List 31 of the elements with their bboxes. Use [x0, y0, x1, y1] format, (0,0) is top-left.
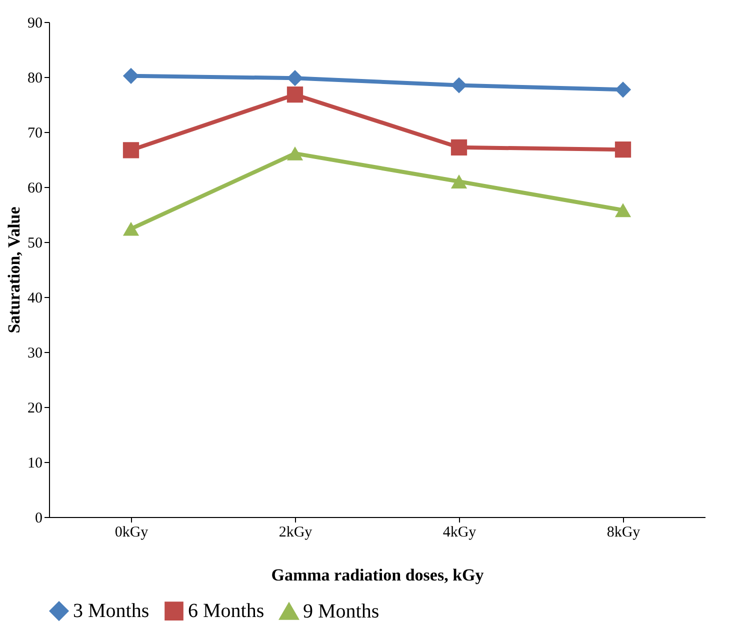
point — [450, 174, 468, 188]
y-tick-label: 70 — [28, 126, 42, 142]
x-tick-label: 2kGy — [278, 524, 313, 540]
x-tick-label: 4kGy — [442, 524, 477, 540]
y-tick-label: 50 — [28, 236, 42, 252]
x-axis-title: Gamma radiation doses, kGy — [271, 566, 484, 584]
legend-label: 6 Months — [188, 600, 264, 622]
y-tick-label: 40 — [28, 290, 42, 306]
y-axis-title: Saturation, Value — [4, 206, 24, 334]
point — [122, 68, 140, 84]
y-tick-label: 80 — [28, 70, 42, 86]
point — [122, 222, 140, 236]
point — [450, 139, 468, 156]
y-tick-label: 10 — [28, 456, 42, 472]
point — [614, 142, 632, 158]
y-tick-label: 90 — [28, 16, 42, 32]
y-tick-label: 60 — [28, 180, 42, 196]
legend-label: 3 Months — [73, 600, 150, 622]
point — [614, 203, 632, 218]
point — [614, 82, 632, 98]
y-tick-label: 20 — [28, 400, 42, 416]
point — [286, 70, 304, 86]
x-tick-label: 8kGy — [606, 524, 641, 540]
point — [122, 142, 140, 158]
x-tick-label: 0kGy — [114, 524, 149, 540]
y-tick-label: 30 — [28, 346, 42, 362]
point — [450, 77, 468, 94]
y-tick-label: 0 — [35, 510, 42, 526]
legend-label: 9 Months — [303, 600, 380, 623]
point — [286, 86, 304, 103]
point — [286, 146, 304, 160]
